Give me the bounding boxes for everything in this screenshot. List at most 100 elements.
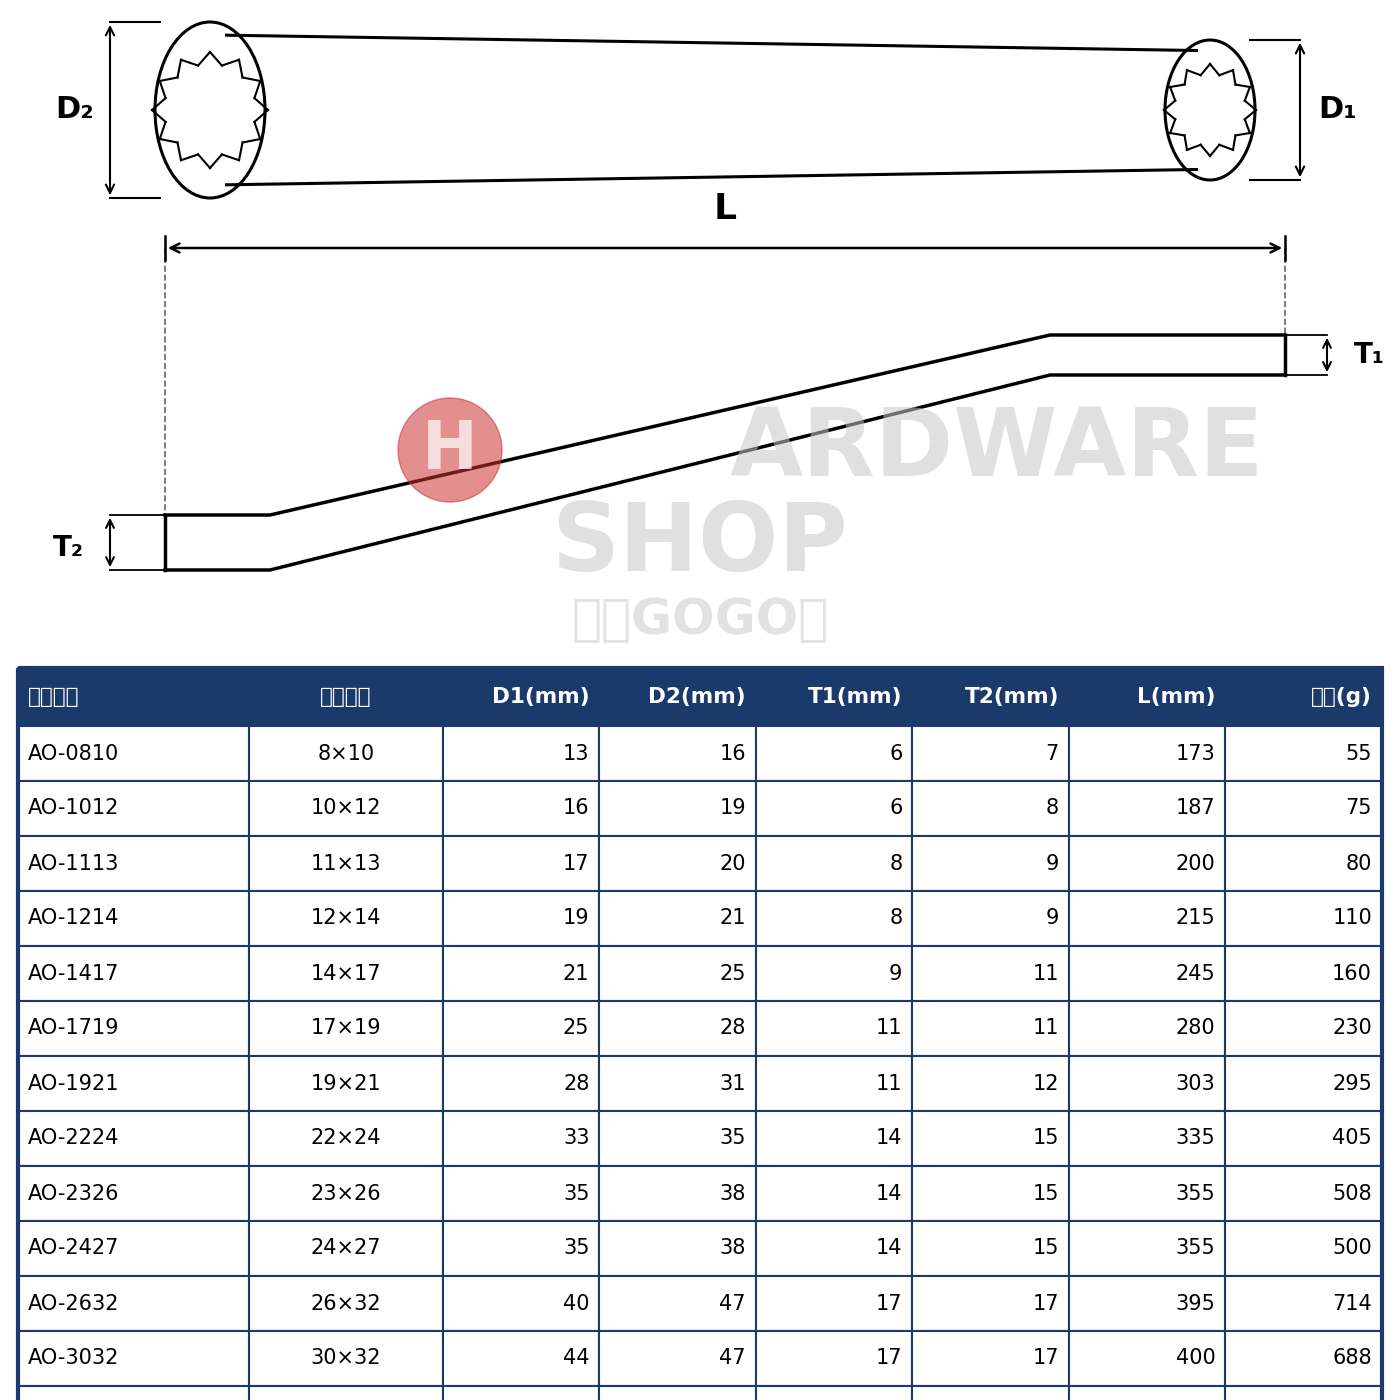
Text: 15: 15 (1032, 1128, 1058, 1148)
Bar (756, 781, 913, 836)
Text: AO-2326: AO-2326 (28, 1183, 119, 1204)
Bar (249, 890, 442, 946)
Text: AO-2632: AO-2632 (28, 1294, 119, 1313)
Bar (18, 1221, 249, 1275)
Text: 21: 21 (720, 909, 746, 928)
Text: 335: 335 (1176, 1128, 1215, 1148)
Bar (913, 1001, 1070, 1056)
Text: AO-1921: AO-1921 (28, 1074, 119, 1093)
Text: 19: 19 (563, 909, 589, 928)
Text: 714: 714 (1333, 1294, 1372, 1313)
Text: 16: 16 (563, 798, 589, 819)
Bar (913, 1056, 1070, 1112)
Text: 24×27: 24×27 (311, 1239, 381, 1259)
Text: 688: 688 (1333, 1348, 1372, 1369)
Text: D₁: D₁ (1319, 95, 1358, 125)
Text: 303: 303 (1176, 1074, 1215, 1093)
Bar (1225, 1221, 1382, 1275)
Bar (1225, 1331, 1382, 1386)
Bar (756, 1331, 913, 1386)
Text: 14: 14 (876, 1239, 903, 1259)
Text: 12×14: 12×14 (311, 909, 381, 928)
Text: 245: 245 (1176, 963, 1215, 983)
Bar (599, 1056, 756, 1112)
Text: AO-2427: AO-2427 (28, 1239, 119, 1259)
Bar (1070, 836, 1225, 890)
Bar (1225, 1275, 1382, 1331)
Bar (249, 1056, 442, 1112)
Bar (249, 1001, 442, 1056)
Text: AO-1113: AO-1113 (28, 854, 119, 874)
Bar (18, 836, 249, 890)
Text: 呼び寸法: 呼び寸法 (321, 687, 372, 707)
Bar (599, 836, 756, 890)
Text: 23×26: 23×26 (311, 1183, 381, 1204)
Bar (18, 890, 249, 946)
Bar (756, 946, 913, 1001)
Bar (1225, 836, 1382, 890)
Text: 30×32: 30×32 (311, 1348, 381, 1369)
Text: 15: 15 (1032, 1239, 1058, 1259)
Bar (913, 946, 1070, 1001)
Text: ARDWARE: ARDWARE (729, 405, 1264, 496)
Bar (599, 1166, 756, 1221)
Text: 10×12: 10×12 (311, 798, 381, 819)
Bar (1070, 727, 1225, 781)
Text: 21: 21 (563, 963, 589, 983)
Text: 160: 160 (1333, 963, 1372, 983)
Bar (442, 1275, 599, 1331)
Text: 35: 35 (720, 1128, 746, 1148)
Bar (1070, 1221, 1225, 1275)
Bar (18, 1001, 249, 1056)
Bar (1070, 1331, 1225, 1386)
Text: 9: 9 (889, 963, 903, 983)
Text: AO-1214: AO-1214 (28, 909, 119, 928)
Text: 508: 508 (1333, 1183, 1372, 1204)
Bar (599, 668, 756, 727)
Text: 295: 295 (1333, 1074, 1372, 1093)
Bar (249, 727, 442, 781)
Bar (442, 1056, 599, 1112)
Text: 7: 7 (1046, 743, 1058, 763)
Text: 8: 8 (1046, 798, 1058, 819)
Circle shape (398, 398, 503, 503)
Bar (756, 890, 913, 946)
Bar (249, 668, 442, 727)
Bar (18, 668, 1382, 1400)
Text: 11: 11 (876, 1019, 903, 1039)
Text: 500: 500 (1333, 1239, 1372, 1259)
Text: 6: 6 (889, 743, 903, 763)
Bar (249, 836, 442, 890)
Text: 11×13: 11×13 (311, 854, 381, 874)
Bar (249, 1386, 442, 1400)
Text: AO-1012: AO-1012 (28, 798, 119, 819)
Text: 15: 15 (1032, 1183, 1058, 1204)
Bar (756, 1275, 913, 1331)
Bar (1225, 1001, 1382, 1056)
Text: 14: 14 (876, 1183, 903, 1204)
Text: 11: 11 (1032, 1019, 1058, 1039)
Text: 25: 25 (720, 963, 746, 983)
Bar (1070, 781, 1225, 836)
Text: 22×24: 22×24 (311, 1128, 381, 1148)
Bar (1070, 890, 1225, 946)
Bar (599, 1275, 756, 1331)
Bar (913, 727, 1070, 781)
Text: 44: 44 (563, 1348, 589, 1369)
Bar (1225, 1166, 1382, 1221)
Bar (249, 1275, 442, 1331)
Text: 75: 75 (1345, 798, 1372, 819)
Text: AO-3032: AO-3032 (28, 1348, 119, 1369)
Bar (599, 1386, 756, 1400)
Text: 13: 13 (563, 743, 589, 763)
Text: D2(mm): D2(mm) (648, 687, 746, 707)
Bar (18, 1112, 249, 1166)
Text: 25: 25 (563, 1019, 589, 1039)
Bar (249, 946, 442, 1001)
Bar (756, 1112, 913, 1166)
Bar (442, 1112, 599, 1166)
Text: 11: 11 (1032, 963, 1058, 983)
Text: 35: 35 (563, 1239, 589, 1259)
Text: 19×21: 19×21 (311, 1074, 381, 1093)
Bar (1070, 1166, 1225, 1221)
